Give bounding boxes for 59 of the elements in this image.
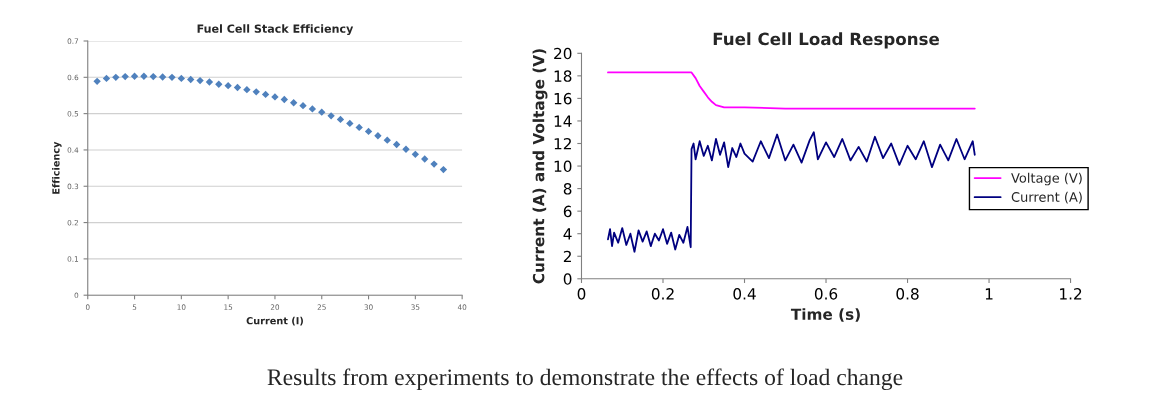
y-tick-label: 12 <box>554 137 571 150</box>
chart-title: Fuel Cell Stack Efficiency <box>197 24 354 36</box>
point <box>149 72 157 81</box>
point <box>158 73 167 81</box>
y-tick-label: 2 <box>563 250 571 263</box>
point <box>364 127 373 136</box>
x-axis-title: Current (I) <box>246 316 303 326</box>
point <box>121 72 129 81</box>
legend-label: Current (A) <box>1011 191 1082 204</box>
point <box>318 108 326 116</box>
point <box>411 150 420 158</box>
point <box>383 136 391 144</box>
point <box>355 123 363 132</box>
point <box>102 74 111 83</box>
point <box>215 80 223 88</box>
x-tick-label: 0.6 <box>814 288 838 300</box>
text: Results from experiments to demonstrate the effects of load change <box>267 368 903 391</box>
point <box>187 75 195 84</box>
point <box>130 72 139 80</box>
point <box>196 76 204 85</box>
line-series <box>607 71 976 110</box>
x-tick-label: 1 <box>985 288 993 300</box>
y-tick-label: 16 <box>554 92 572 105</box>
point <box>280 95 288 104</box>
point <box>289 99 298 107</box>
y-tick-label: 14 <box>554 115 572 127</box>
point <box>112 73 120 81</box>
point <box>299 101 307 110</box>
y-tick-label: 8 <box>563 183 572 195</box>
x-tick-label: 0.2 <box>651 288 674 300</box>
x-tick-label: 1.2 <box>1060 288 1082 300</box>
point <box>346 119 354 128</box>
x-axis-title: Time (s) <box>790 308 860 322</box>
legend-label: Voltage (V) <box>1011 172 1082 186</box>
x-tick-label: 0.4 <box>733 288 756 300</box>
point <box>252 88 260 96</box>
y-tick-label: 10 <box>554 160 572 173</box>
y-axis-title: Current (A) and Voltage (V) <box>532 49 548 284</box>
y-axis-title: Efficiency <box>52 141 62 194</box>
y-tick-label: 6 <box>563 205 572 218</box>
point <box>224 81 232 90</box>
point <box>261 90 270 99</box>
point <box>439 165 448 174</box>
y-tick-label: 0 <box>563 273 572 285</box>
y-tick-label: 4 <box>563 228 572 240</box>
chart-title: Fuel Cell Load Response <box>713 32 939 49</box>
point <box>392 140 401 149</box>
point <box>205 78 214 86</box>
point <box>233 83 242 92</box>
x-tick-label: 0.8 <box>896 288 919 300</box>
point <box>243 85 251 94</box>
point <box>93 77 101 85</box>
x-tick-label: 0 <box>577 288 586 300</box>
y-tick-label: 18 <box>554 70 572 82</box>
point <box>336 115 345 124</box>
y-tick-label: 20 <box>554 47 572 60</box>
line-series <box>607 131 976 253</box>
point <box>177 74 186 83</box>
point <box>308 105 317 113</box>
